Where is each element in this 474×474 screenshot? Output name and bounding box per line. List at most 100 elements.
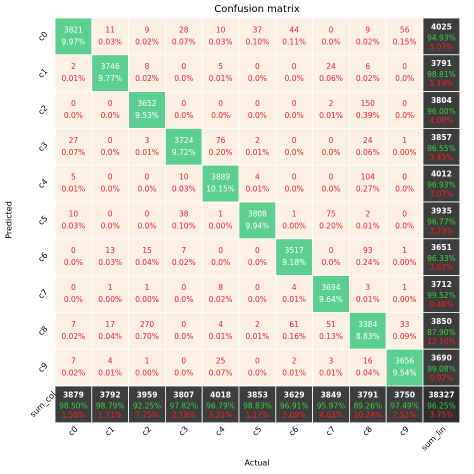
cell-percent: 0.04% xyxy=(135,258,159,267)
cell-count: 0 xyxy=(329,173,334,182)
cell xyxy=(54,201,93,240)
cell-percent: 9.94% xyxy=(245,221,269,230)
cell-percent: 0.39% xyxy=(356,111,380,120)
cell xyxy=(201,201,240,240)
cell-count: 0 xyxy=(329,25,334,34)
cell-count: 5 xyxy=(71,173,76,182)
cell xyxy=(164,275,203,313)
x-axis-label: Actual xyxy=(244,459,269,468)
total-cell xyxy=(422,201,461,240)
cell xyxy=(91,164,130,203)
total-count: 3791 xyxy=(431,59,452,68)
cell-count: 1 xyxy=(292,209,297,218)
cell xyxy=(348,127,387,166)
cell-count: 10 xyxy=(179,173,189,182)
cell-percent: 0.01% xyxy=(209,332,233,341)
cell xyxy=(238,164,277,203)
cell-count: 0 xyxy=(108,99,113,108)
x-tick-label: c0 xyxy=(67,425,80,438)
total-cell xyxy=(238,385,277,424)
cell-count: 1 xyxy=(145,357,150,366)
cell-count: 3 xyxy=(329,357,334,366)
cell xyxy=(54,127,93,166)
cell xyxy=(54,311,93,350)
cell xyxy=(238,201,277,240)
cell-percent: 9.72% xyxy=(172,148,196,157)
total-bad: 3.23% xyxy=(429,226,453,235)
cell-percent: 0.09% xyxy=(393,332,417,341)
x-tick-label: c9 xyxy=(398,425,411,438)
cell xyxy=(91,127,130,166)
total-good: 98.81% xyxy=(427,70,456,79)
cell-count: 51 xyxy=(326,320,336,329)
cell-percent: 0.02% xyxy=(356,74,380,83)
y-tick-label: c9 xyxy=(36,361,49,374)
cell-count: 2 xyxy=(71,62,76,71)
cell-count: 1 xyxy=(145,283,150,292)
cell-percent: 0.01% xyxy=(209,74,233,83)
cell-percent: 0.03% xyxy=(209,37,233,46)
cell-percent: 0.0% xyxy=(321,258,340,267)
cell-count: 24 xyxy=(363,136,373,145)
x-tick-label: sum_lin xyxy=(420,425,448,453)
cell-percent: 0.0% xyxy=(64,111,83,120)
cell xyxy=(348,238,387,277)
total-bad: 10.74% xyxy=(353,410,382,419)
total-count: 3792 xyxy=(100,390,121,399)
cell-count: 0 xyxy=(292,173,297,182)
cell-count: 93 xyxy=(363,246,373,255)
cell xyxy=(201,127,240,166)
cell-percent: 0.0% xyxy=(321,148,340,157)
cell-count: 0 xyxy=(108,173,113,182)
cell-count: 7 xyxy=(71,357,76,366)
cell-count: 0 xyxy=(292,136,297,145)
cell-percent: 0.00% xyxy=(98,295,122,304)
cell xyxy=(54,164,93,203)
cell xyxy=(348,348,387,387)
cell-count: 76 xyxy=(216,136,226,145)
cell xyxy=(128,238,166,277)
cell-percent: 0.0% xyxy=(285,185,304,194)
cell-percent: 0.0% xyxy=(174,295,193,304)
y-tick-label: c2 xyxy=(36,103,49,116)
cell-percent: 0.00% xyxy=(282,221,306,230)
total-good: 96.91% xyxy=(280,401,309,410)
cell-count: 7 xyxy=(181,246,186,255)
x-tick-label: c5 xyxy=(251,425,264,438)
cell-percent: 0.02% xyxy=(61,369,85,378)
cell-count: 1 xyxy=(402,246,407,255)
cell-count: 3821 xyxy=(64,25,83,34)
total-count: 3651 xyxy=(431,243,452,252)
cell xyxy=(312,275,350,313)
cell-percent: 0.0% xyxy=(211,111,230,120)
cell-percent: 0.0% xyxy=(248,295,267,304)
cell-percent: 0.01% xyxy=(282,295,306,304)
cell xyxy=(348,311,387,350)
cell xyxy=(238,127,277,166)
cell xyxy=(385,311,424,350)
total-good: 94.93% xyxy=(427,33,456,42)
cell xyxy=(91,17,130,56)
cell-percent: 0.20% xyxy=(209,148,233,157)
cell-count: 44 xyxy=(289,25,299,34)
cell xyxy=(385,201,424,240)
cell xyxy=(54,348,93,387)
cell-percent: 0.0% xyxy=(395,74,414,83)
total-cell xyxy=(422,275,461,313)
cell-percent: 9.77% xyxy=(98,74,122,83)
cell-percent: 0.16% xyxy=(282,332,306,341)
cell-count: 0 xyxy=(108,136,113,145)
cell-count: 25 xyxy=(216,357,226,366)
cell-count: 28 xyxy=(179,25,189,34)
cell-count: 8 xyxy=(145,62,150,71)
total-bad: 5.07% xyxy=(429,42,453,51)
cell xyxy=(201,17,240,56)
cell-count: 5 xyxy=(218,62,223,71)
cell-percent: 0.07% xyxy=(209,369,233,378)
cell xyxy=(201,91,240,129)
total-count: 4018 xyxy=(210,390,231,399)
cell-percent: 0.04% xyxy=(98,332,122,341)
cell-percent: 0.02% xyxy=(135,74,159,83)
total-cell xyxy=(348,385,387,424)
cell-count: 0 xyxy=(255,246,260,255)
